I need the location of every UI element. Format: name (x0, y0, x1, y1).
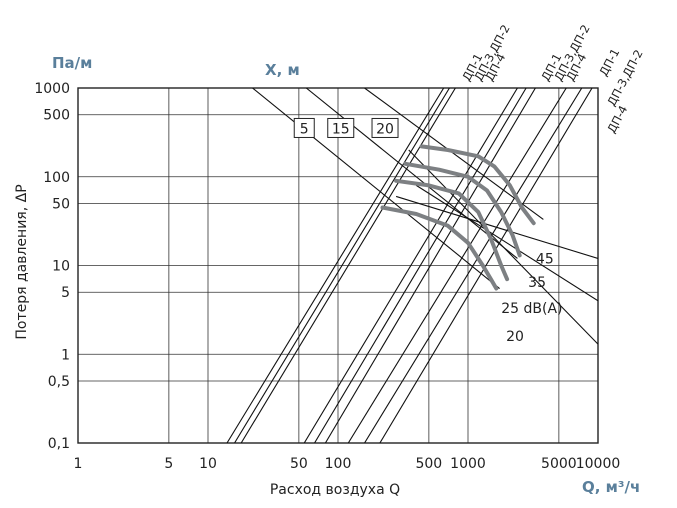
y-tick-label: 1 (61, 347, 70, 363)
model-line (324, 88, 536, 443)
y-tick-label: 1000 (34, 81, 70, 97)
x-unit-label: Q, м³/ч (582, 478, 640, 496)
x-tick-label: 1000 (450, 456, 486, 472)
throw-line (305, 88, 518, 259)
y-tick-label: 0,1 (48, 436, 70, 452)
throw-line (415, 184, 598, 302)
y-tick-label: 500 (43, 108, 70, 124)
y-tick-label: 10 (52, 259, 70, 275)
model-line (240, 88, 456, 443)
x-tick-label: 500 (415, 456, 442, 472)
x-tick-label: 50 (290, 456, 308, 472)
y-tick-label: 50 (52, 196, 70, 212)
y-tick-label: 5 (61, 285, 70, 301)
x-tick-label: 1 (74, 456, 83, 472)
y-tick-label: 0,5 (48, 374, 70, 390)
throw-box-label: 5 (300, 121, 309, 137)
lines (226, 88, 598, 443)
noise-curve (380, 205, 499, 291)
noise-curve (419, 144, 536, 226)
plot-frame (77, 87, 599, 444)
noise-label: 35 (528, 275, 546, 291)
throw-box (327, 117, 355, 138)
model-line (234, 88, 450, 443)
throw-box-label: 20 (376, 121, 394, 137)
x-tick-label: 10000 (576, 456, 621, 472)
throw-box (293, 117, 315, 138)
model-label-right: ДП-4 (604, 103, 630, 135)
model-line (379, 88, 593, 443)
labels: 1 5 10 50 100 500 1000 5000 100000,10,5151050100… (34, 22, 645, 472)
noise-curve (403, 161, 522, 258)
noise-curve (394, 178, 510, 282)
y-axis-label: Потеря давления, ΔP (14, 184, 30, 339)
throw-line (408, 149, 598, 345)
throw-line (252, 88, 500, 289)
noise-label: 20 (506, 329, 524, 345)
y-tick-label: 100 (43, 170, 70, 186)
x-tick-label: 5 (164, 456, 173, 472)
model-line (226, 88, 445, 443)
y-unit-label: Па/м (52, 54, 92, 72)
noise-curves (380, 144, 536, 291)
throw-line (364, 88, 544, 220)
noise-label: 25 dB(A) (501, 301, 562, 317)
throw-box-label: 15 (332, 121, 350, 137)
model-line (364, 88, 583, 443)
model-line (314, 88, 527, 443)
x-tick-label: 5000 (541, 456, 577, 472)
throw-title: X, м (265, 61, 300, 79)
throw-line (395, 195, 598, 259)
noise-label: 45 (536, 251, 554, 267)
grid (77, 87, 599, 444)
x-tick-label: 100 (325, 456, 352, 472)
x-tick-label: 10 (199, 456, 217, 472)
throw-box (371, 117, 399, 138)
model-line (347, 88, 567, 443)
model-line (303, 88, 518, 443)
x-axis-label: Расход воздуха Q (270, 482, 400, 498)
